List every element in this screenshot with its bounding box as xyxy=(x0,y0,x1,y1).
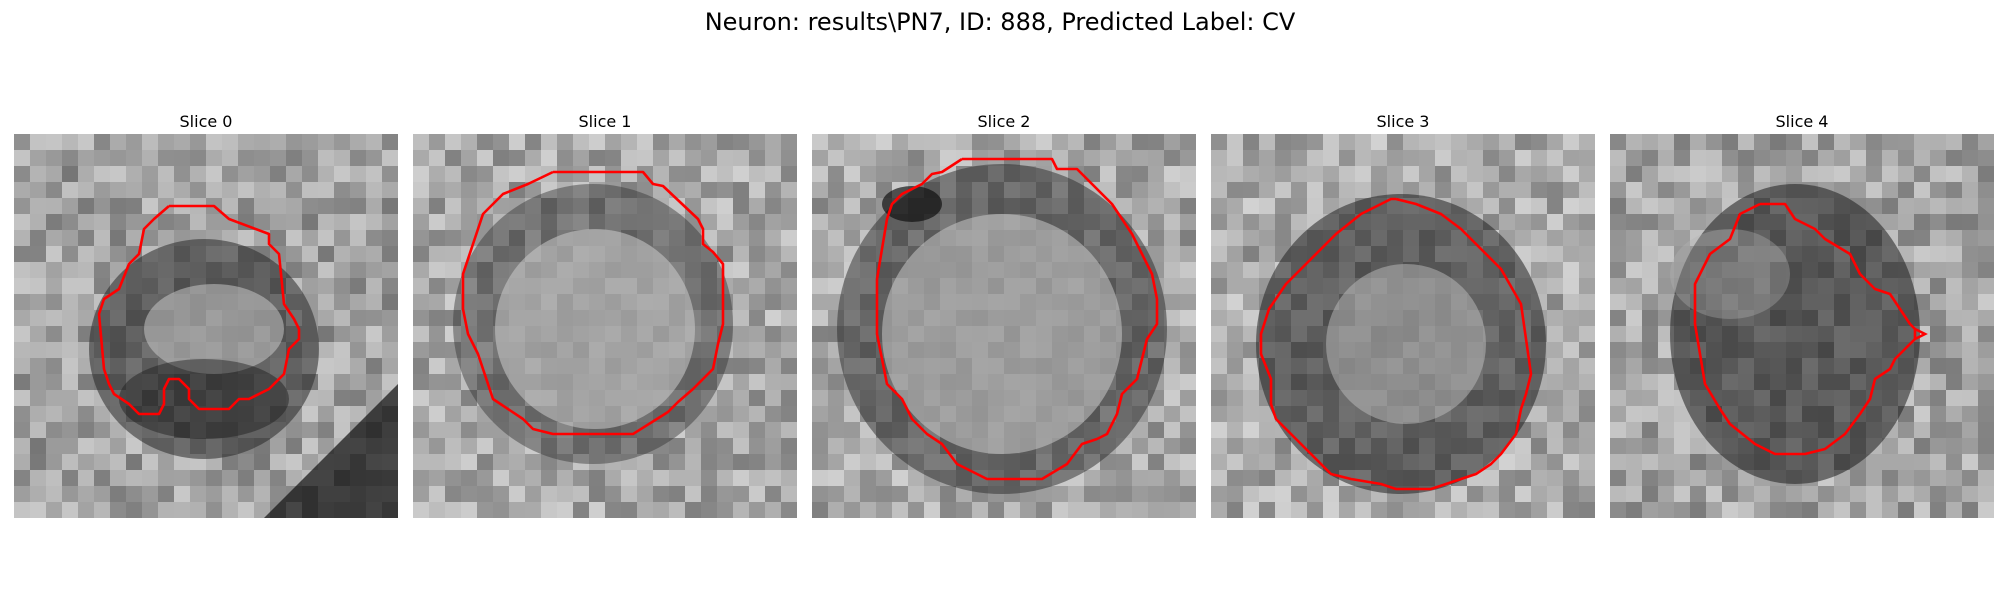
slice-image-1 xyxy=(413,134,797,518)
slice-panel-2: Slice 2 xyxy=(812,110,1196,518)
feature-layer-3 xyxy=(1256,194,1546,494)
figure-title: Neuron: results\PN7, ID: 888, Predicted … xyxy=(0,6,2000,38)
feature-layer-1 xyxy=(453,184,733,464)
slice-title-2: Slice 2 xyxy=(812,110,1196,134)
slice-image-0 xyxy=(14,134,398,518)
feature-layer-4 xyxy=(1670,184,1920,484)
slice-title-1: Slice 1 xyxy=(413,110,797,134)
slice-title-3: Slice 3 xyxy=(1211,110,1595,134)
slice-image-2 xyxy=(812,134,1196,518)
slice-panel-0: Slice 0 xyxy=(14,110,398,518)
slice-panel-3: Slice 3 xyxy=(1211,110,1595,518)
slice-image-3 xyxy=(1211,134,1595,518)
slice-title-4: Slice 4 xyxy=(1610,110,1994,134)
slice-title-0: Slice 0 xyxy=(14,110,398,134)
slice-panel-4: Slice 4 xyxy=(1610,110,1994,518)
slice-panel-1: Slice 1 xyxy=(413,110,797,518)
slice-image-4 xyxy=(1610,134,1994,518)
